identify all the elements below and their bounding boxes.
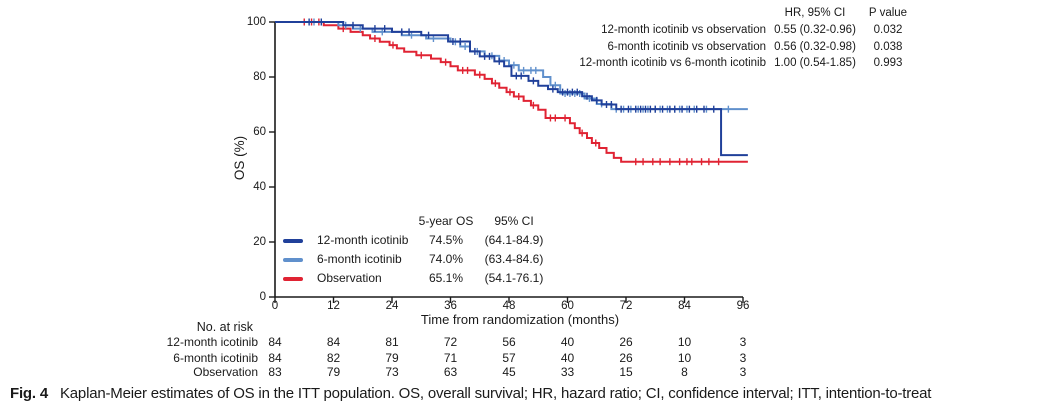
km-curve-observation	[275, 21, 748, 163]
hr-row-p: 0.993	[873, 57, 903, 70]
at-risk-row-label: Observation	[193, 365, 258, 379]
legend-swatch-cell	[283, 269, 317, 288]
x-axis-tick-labels: 0 12 24 36 48 60 72 84 96	[246, 300, 773, 312]
y-tick-label: 100	[246, 16, 266, 28]
km-chart	[269, 18, 748, 303]
at-risk-count: 10	[677, 335, 692, 349]
at-risk-row: 84 82 79 71 57 40 26 10 3	[246, 351, 773, 365]
legend-header-spacer	[283, 212, 317, 231]
x-tick-label: 0	[271, 300, 279, 312]
x-tick-label: 12	[327, 300, 340, 312]
legend-swatch-cell	[283, 250, 317, 269]
x-tick-label: 36	[444, 300, 457, 312]
legend-ci-value: (64.1-84.9)	[484, 233, 544, 247]
at-risk-row: 84 84 81 72 56 40 26 10 3	[246, 335, 773, 349]
hr-row-label: 12-month icotinib vs observation	[601, 23, 766, 36]
legend-series-name: 12-month icotinib	[317, 233, 409, 247]
x-tick-label: 48	[502, 300, 516, 312]
at-risk-count: 79	[385, 351, 399, 365]
x-axis-title: Time from randomization (months)	[420, 312, 620, 327]
x-tick-label: 60	[561, 300, 574, 312]
hr-row-ci: 1.00 (0.54-1.85)	[774, 57, 856, 70]
figure-caption-text: Kaplan-Meier estimates of OS in the ITT …	[59, 385, 932, 402]
x-tick-label: 96	[736, 300, 750, 312]
at-risk-count: 40	[560, 351, 575, 365]
y-tick-label: 20	[253, 236, 266, 248]
at-risk-count: 15	[619, 365, 633, 379]
figure-caption-label: Fig. 4	[10, 385, 48, 402]
at-risk-count: 26	[619, 335, 633, 349]
at-risk-count: 57	[502, 351, 516, 365]
y-tick-label: 0	[259, 291, 266, 303]
at-risk-count: 84	[268, 335, 282, 349]
legend-line-swatch-12-month	[283, 238, 303, 243]
hr-row-ci: 0.56 (0.32-0.98)	[774, 40, 856, 53]
legend-os-value: 65.1%	[428, 271, 464, 285]
hr-row-p: 0.032	[873, 23, 903, 36]
at-risk-count: 56	[502, 335, 516, 349]
y-tick-label: 60	[253, 126, 266, 138]
at-risk-count: 81	[385, 335, 399, 349]
hr-header-spacer	[518, 5, 766, 22]
legend-os-value: 74.5%	[428, 233, 464, 247]
legend-table: 5-year OS 95% CI 12-month icotinib 74.5%…	[283, 212, 553, 288]
at-risk-row-label: 12-month icotinib	[166, 335, 258, 349]
at-risk-count: 26	[619, 351, 633, 365]
legend-line-swatch-observation	[283, 276, 303, 281]
at-risk-count: 33	[560, 365, 575, 379]
x-tick-label: 72	[619, 300, 633, 312]
at-risk-count: 3	[739, 365, 747, 379]
at-risk-count: 84	[326, 335, 341, 349]
legend-swatch-cell	[283, 231, 317, 250]
legend-os-value: 74.0%	[428, 252, 464, 266]
at-risk-count: 3	[739, 335, 747, 349]
at-risk-row-label: 6-month icotinib	[173, 351, 258, 365]
at-risk-count: 73	[385, 365, 399, 379]
legend-header-ci: 95% CI	[494, 214, 534, 228]
at-risk-count: 84	[268, 351, 282, 365]
legend-header-spacer	[317, 212, 417, 231]
legend-series-name: Observation	[317, 271, 382, 285]
hr-row-label: 12-month icotinib vs 6-month icotinib	[579, 57, 766, 70]
legend-ci-value: (63.4-84.6)	[484, 252, 544, 266]
x-tick-label: 24	[385, 300, 399, 312]
at-risk-title: No. at risk	[196, 320, 253, 334]
hr-header-p: P value	[868, 7, 908, 19]
legend-ci-value: (54.1-76.1)	[484, 271, 544, 285]
y-tick-label: 80	[253, 71, 266, 83]
at-risk-count: 71	[443, 351, 458, 365]
at-risk-count: 63	[443, 365, 458, 379]
at-risk-count: 79	[326, 365, 341, 379]
hr-row-ci: 0.55 (0.32-0.96)	[774, 23, 856, 36]
hr-header-ci: HR, 95% CI	[784, 7, 846, 19]
figure-caption: Fig. 4 Kaplan-Meier estimates of OS in th…	[10, 385, 931, 402]
legend-line-swatch-6-month	[283, 257, 303, 262]
at-risk-count: 8	[681, 365, 688, 379]
at-risk-count: 40	[560, 335, 575, 349]
legend-header-os: 5-year OS	[418, 214, 474, 228]
legend-series-name: 6-month icotinib	[317, 252, 402, 266]
hr-row-label: 6-month icotinib vs observation	[607, 40, 766, 53]
at-risk-count: 3	[739, 351, 747, 365]
hr-row-p: 0.038	[873, 40, 903, 53]
hazard-ratio-table: HR, 95% CI P value 12-month icotinib vs …	[518, 5, 912, 72]
y-axis-title: OS (%)	[232, 135, 247, 181]
y-tick-label: 40	[253, 181, 266, 193]
at-risk-count: 10	[677, 351, 692, 365]
x-tick-label: 84	[678, 300, 691, 312]
at-risk-row: 83 79 73 63 45 33 15 8 3	[246, 365, 773, 379]
at-risk-count: 82	[326, 351, 341, 365]
at-risk-count: 45	[502, 365, 516, 379]
at-risk-count: 72	[443, 335, 458, 349]
at-risk-count: 83	[268, 365, 282, 379]
